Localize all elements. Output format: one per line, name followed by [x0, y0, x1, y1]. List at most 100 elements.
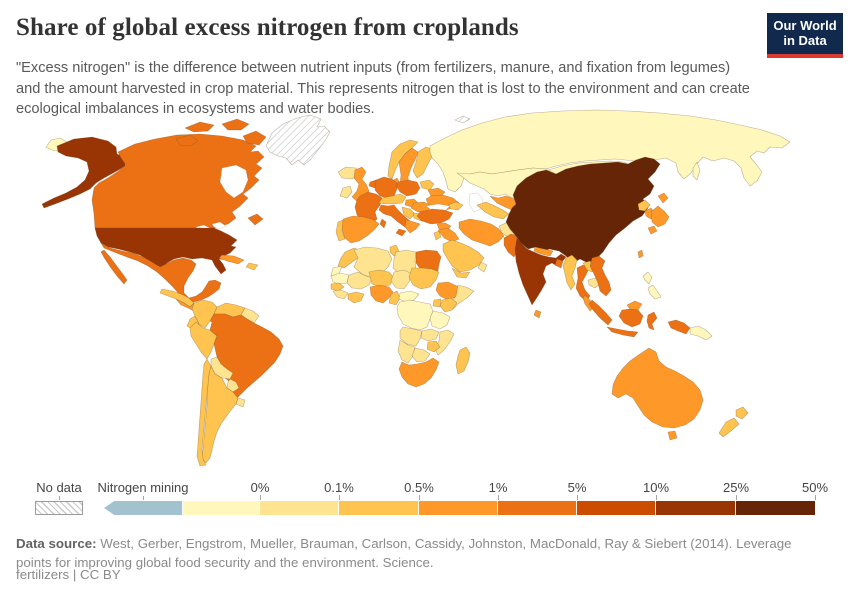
- country-vietnam[interactable]: [589, 255, 612, 297]
- country-sri-lanka[interactable]: [533, 309, 542, 319]
- country-egypt[interactable]: [415, 249, 442, 272]
- country-sudan[interactable]: [408, 267, 440, 290]
- country-malaysia-borneo[interactable]: [626, 300, 643, 311]
- country-canada-arctic-1[interactable]: [184, 121, 215, 133]
- country-north-korea[interactable]: [637, 199, 651, 212]
- country-saudi-arabia[interactable]: [442, 239, 485, 273]
- country-taiwan[interactable]: [637, 249, 644, 259]
- country-united-states[interactable]: [94, 227, 238, 275]
- country-cuba[interactable]: [218, 254, 245, 265]
- country-baltics[interactable]: [419, 179, 435, 191]
- country-ghana-ivory-coast[interactable]: [347, 291, 365, 304]
- country-japan-kyushu[interactable]: [647, 225, 658, 235]
- country-portugal[interactable]: [335, 219, 346, 242]
- country-italy-sardinia[interactable]: [379, 218, 387, 229]
- country-new-zealand-north[interactable]: [735, 406, 749, 420]
- country-central-african-republic[interactable]: [398, 290, 420, 303]
- country-indonesia-java[interactable]: [606, 326, 639, 338]
- country-balkans[interactable]: [401, 206, 416, 220]
- country-mali[interactable]: [346, 271, 373, 290]
- country-iraq[interactable]: [437, 227, 460, 243]
- country-mexico-baja[interactable]: [100, 249, 128, 285]
- country-poland[interactable]: [396, 179, 421, 197]
- country-chile[interactable]: [196, 358, 212, 467]
- country-myanmar[interactable]: [562, 254, 578, 291]
- country-new-zealand-south[interactable]: [718, 417, 740, 438]
- hudson-bay: [219, 164, 249, 199]
- country-ireland[interactable]: [339, 185, 353, 199]
- country-svalbard[interactable]: [454, 115, 471, 124]
- country-greenland[interactable]: [265, 114, 331, 166]
- country-south-africa[interactable]: [398, 357, 440, 388]
- country-sakhalin[interactable]: [692, 161, 701, 181]
- country-senegal[interactable]: [330, 282, 345, 292]
- country-spain[interactable]: [341, 215, 380, 244]
- country-japan-hokkaido[interactable]: [657, 192, 669, 204]
- country-chad[interactable]: [390, 269, 413, 290]
- caspian-sea: [468, 192, 484, 213]
- country-australia[interactable]: [611, 347, 704, 429]
- country-israel-jordan[interactable]: [433, 230, 442, 241]
- country-caucasus[interactable]: [447, 201, 464, 211]
- country-uganda[interactable]: [432, 298, 442, 308]
- country-nigeria[interactable]: [369, 284, 394, 304]
- country-guinea[interactable]: [332, 289, 349, 300]
- page-title: Share of global excess nitrogen from cro…: [16, 14, 519, 41]
- country-greece[interactable]: [404, 219, 421, 234]
- country-nepal[interactable]: [533, 246, 554, 257]
- country-turkey[interactable]: [416, 208, 454, 225]
- country-oman[interactable]: [477, 261, 488, 273]
- country-tasmania[interactable]: [667, 430, 678, 441]
- owid-logo-line2: in Data: [783, 32, 827, 48]
- country-indonesia-papua[interactable]: [667, 319, 691, 335]
- data-source-text: West, Gerber, Engstrom, Mueller, Brauman…: [16, 536, 792, 571]
- country-alpine-states[interactable]: [378, 193, 407, 205]
- country-canada-newfoundland[interactable]: [247, 213, 264, 226]
- country-algeria[interactable]: [353, 246, 393, 279]
- country-philippines-mindanao[interactable]: [647, 284, 662, 300]
- country-bangladesh[interactable]: [554, 258, 564, 269]
- country-papua-new-guinea[interactable]: [689, 325, 713, 341]
- country-cameroon[interactable]: [388, 290, 401, 306]
- country-japan-honshu[interactable]: [650, 205, 670, 228]
- data-source-note: Data source: West, Gerber, Engstrom, Mue…: [16, 534, 818, 573]
- country-dr-congo[interactable]: [396, 299, 434, 331]
- country-canada-baffin[interactable]: [242, 130, 267, 146]
- country-benelux[interactable]: [368, 179, 377, 189]
- country-alaska[interactable]: [41, 136, 127, 209]
- country-hispaniola[interactable]: [245, 262, 259, 271]
- country-namibia[interactable]: [397, 339, 416, 364]
- country-yemen[interactable]: [451, 267, 471, 279]
- country-belarus[interactable]: [427, 187, 446, 198]
- country-uruguay[interactable]: [235, 397, 246, 408]
- country-indonesia-sumatra[interactable]: [588, 299, 613, 326]
- country-zimbabwe[interactable]: [426, 340, 441, 353]
- country-mexico[interactable]: [100, 242, 222, 303]
- chart-subtitle: "Excess nitrogen" is the difference betw…: [16, 60, 750, 118]
- country-madagascar[interactable]: [455, 346, 471, 375]
- country-philippines-luzon[interactable]: [642, 271, 653, 285]
- country-niger[interactable]: [368, 269, 395, 288]
- country-zambia[interactable]: [420, 328, 440, 342]
- country-france[interactable]: [354, 191, 383, 225]
- country-canada[interactable]: [91, 133, 265, 229]
- country-germany[interactable]: [374, 176, 398, 199]
- country-botswana[interactable]: [411, 347, 431, 363]
- country-iran[interactable]: [458, 218, 505, 247]
- country-indonesia-borneo[interactable]: [618, 308, 644, 328]
- country-india[interactable]: [514, 237, 567, 306]
- country-bolivia[interactable]: [210, 356, 234, 380]
- data-source-label: Data source:: [16, 536, 97, 551]
- owid-logo[interactable]: Our World in Data: [767, 13, 843, 58]
- country-tanzania[interactable]: [429, 310, 451, 330]
- license-note[interactable]: fertilizers | CC BY: [16, 567, 121, 582]
- country-canada-arctic-2[interactable]: [221, 118, 250, 131]
- country-indonesia-sulawesi[interactable]: [646, 311, 658, 331]
- country-peru[interactable]: [189, 321, 218, 360]
- country-canada-victoria[interactable]: [175, 134, 199, 147]
- country-italy-sicily[interactable]: [395, 228, 407, 237]
- country-angola[interactable]: [399, 326, 423, 347]
- country-china[interactable]: [505, 156, 661, 264]
- country-argentina[interactable]: [201, 365, 239, 464]
